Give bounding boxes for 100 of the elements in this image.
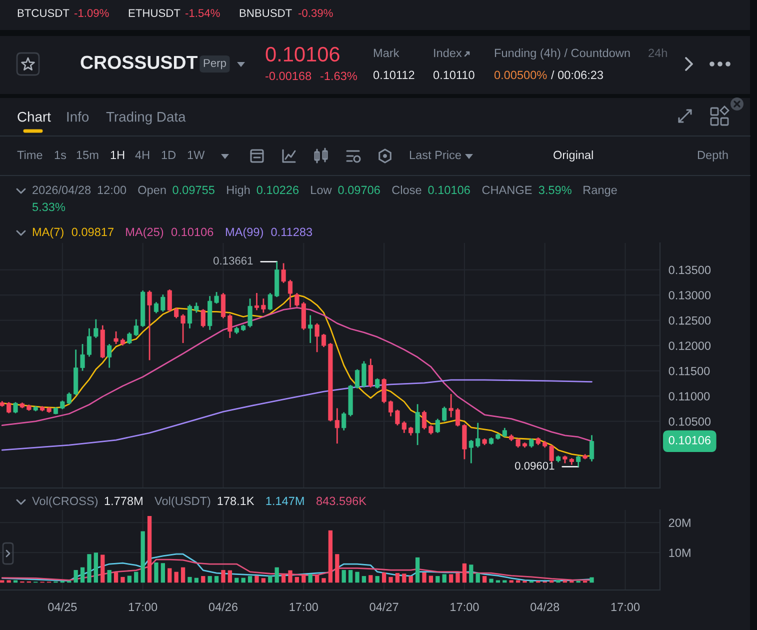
bar [375,576,380,583]
bar [408,576,413,583]
text: 0.10112 [373,70,414,80]
bar [221,570,226,583]
text: 1W [188,150,205,160]
bar [502,580,507,583]
bar [415,557,420,583]
bar [74,570,78,583]
candlestick [13,401,18,414]
text: BTCUSDT [18,9,70,17]
text: 24h [648,48,667,58]
candlestick [388,400,394,417]
text: Time [17,150,42,160]
x-tick-label: 17:00 [128,602,158,612]
bar [6,580,11,583]
bar [228,570,232,583]
y-tick-label: 0.11500 [668,366,710,376]
text: 0.11283 [271,228,312,236]
candlestick [114,330,118,345]
chart-subtitle: Vol(CROSS) 1.778M Vol(USDT) 178.1K [32,496,254,508]
bar [254,576,259,583]
candlestick [180,314,186,344]
bar [314,575,320,583]
candlestick [402,420,406,434]
candlestick [462,424,467,460]
candlestick [314,322,320,353]
y-tick-label: 0.10500 [668,417,711,426]
bar [180,567,186,583]
candlestick [342,412,346,432]
bar [168,568,172,583]
bar [188,576,192,583]
text: 1H [110,150,124,160]
bar [448,574,454,583]
candlestick [321,333,326,348]
text: MA(25) [126,227,164,238]
candlestick [154,301,159,314]
candlestick [476,422,480,448]
candlestick [200,308,206,328]
bar [87,554,92,583]
candlestick [468,439,474,464]
bar [388,576,393,583]
bar [462,563,467,583]
text: CROSSUSDT [80,56,198,70]
text: 0.10106 [668,436,710,444]
line-series [1,558,592,581]
candlestick [160,294,166,312]
candlestick [167,288,172,312]
text: Depth [698,150,728,162]
text: 1D [162,150,176,160]
bar [214,576,219,583]
bar [194,578,199,583]
text: -0.00168 [266,72,312,80]
bar [382,572,386,583]
text: Perp [204,59,226,70]
text: 0.10106 [266,46,340,62]
annotation: 0.09601 [515,462,554,470]
text: 0.00500% [494,70,547,80]
bar [482,576,487,583]
candlestick [288,279,293,308]
bar [362,576,366,583]
x-tick-label: 04/28 [530,602,560,612]
text: Info [67,112,89,122]
bar [268,576,272,583]
bar [342,570,346,583]
candlestick [502,427,507,438]
bar [201,576,206,583]
annotation: 0.13661 [214,256,253,265]
bar [288,570,292,583]
text: ETHUSDT [128,9,180,17]
bar [308,574,312,583]
bar [428,576,434,583]
y-tick-label: 0.11000 [668,392,710,400]
bar [154,562,158,583]
bar [94,552,98,583]
bar [241,578,246,583]
bar [442,574,446,583]
line-series [1,379,592,451]
x-tick-label: 04/26 [208,602,238,612]
bar [261,578,266,583]
candlestick [415,403,420,446]
candlestick [187,304,192,330]
text: 0.10110 [433,70,474,80]
y-tick-label: 0.13000 [668,291,711,300]
candlestick [442,406,447,422]
text: Mark [374,48,400,58]
bar [355,572,360,583]
text: MA(99) [226,227,263,238]
bar [281,574,286,583]
text: 2026/04/28 12:00 Open 0.09755 High 0.10226 Low 0.09706 Close 0.10106 CHANGE 3.59% Range 5.33% [32,185,617,212]
text: 15m [76,150,98,160]
text: Chart [18,112,51,122]
bar [335,554,340,583]
candlestick [261,298,266,314]
text: 0.10106 [171,228,214,236]
bar [134,572,138,583]
x-tick-label: 04/25 [48,602,77,612]
bar [590,577,594,583]
candlestick [529,438,534,448]
bar [402,574,406,583]
x-tick-label: 17:00 [450,602,479,612]
